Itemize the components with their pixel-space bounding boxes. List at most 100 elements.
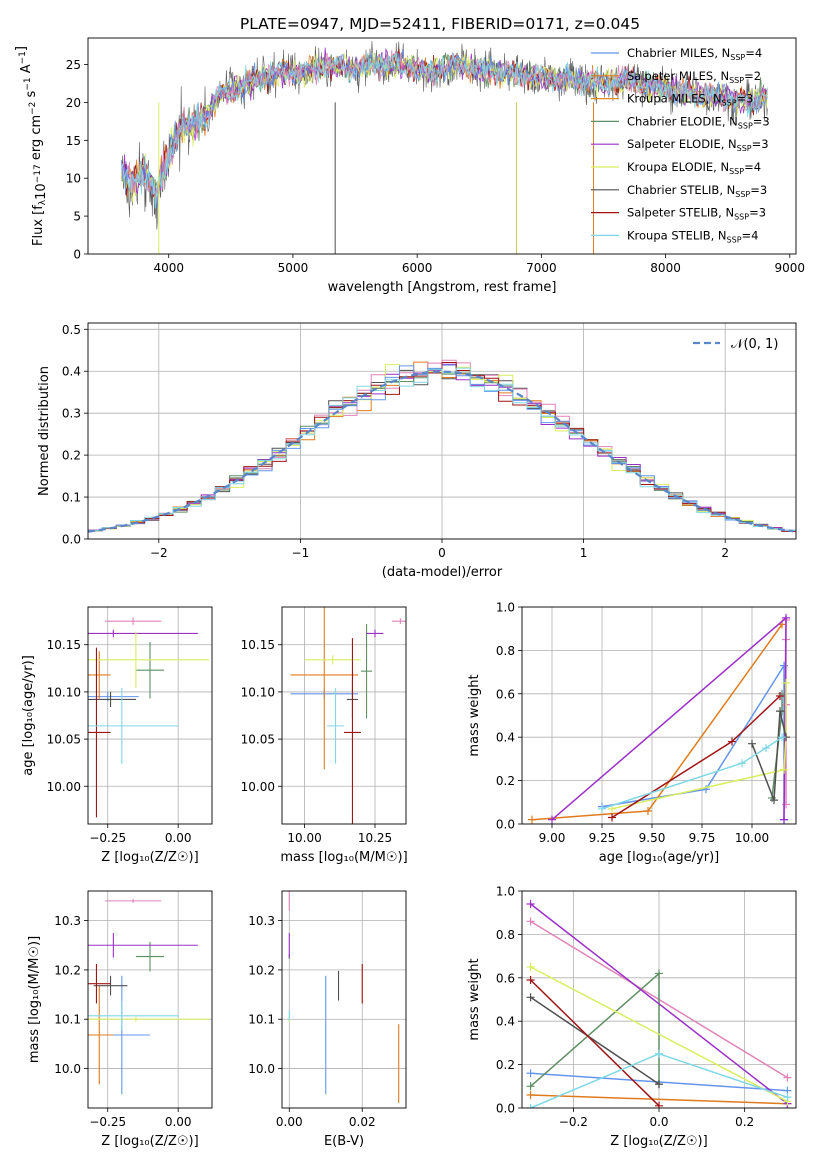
y-tick-label: 10.05 [241,733,275,747]
y-axis-label-part: −2 [28,102,38,115]
y-tick-label: 0.0 [496,1102,515,1116]
point-3 [135,941,165,972]
x-axis-label: Z [log₁₀(Z/Z☉)] [610,1134,707,1149]
panel-mass_vs_EBV: 0.00 0.02 10.0 10.1 10.2 10.3 E(B-V) [248,890,407,1149]
weight-marker [702,785,710,794]
x-tick-label: 5000 [278,261,309,275]
weight-marker [655,1049,663,1058]
plot-area [88,607,212,824]
weight-marker [526,975,535,984]
y-tick-label: 10.3 [248,914,275,928]
x-axis-label: E(B-V) [324,1134,364,1149]
weight-marker [655,969,663,978]
weight-series-6 [751,711,787,801]
point-7 [344,638,361,824]
point-4 [88,629,198,638]
x-tick-label: 0.02 [349,1115,376,1129]
legend-label-sub: SSP [722,99,737,108]
weight-marker [780,815,788,824]
panel-age_vs_mass: 10.00 10.25 10.00 10.05 10.10 10.15 mass [log₁… [241,606,408,865]
legend-label-sub: SSP [737,144,752,153]
y-tick-label: 0.2 [496,774,515,788]
weight-marker [782,678,790,687]
axes-frame [521,606,797,825]
weight-marker [528,815,536,824]
weight-marker [738,759,746,768]
weight-series-4 [530,903,788,1105]
panel-residuals: −2 −1 0 1 2 0.0 0.1 0.2 0.3 0.4 0.5 𝒩(0, 1) (data-mo… [37,322,797,580]
weight-marker [644,806,652,815]
axes-frame [281,606,407,825]
y-tick-label: 0.3 [62,407,81,421]
panel-weight_vs_age: 9.00 9.25 9.50 9.75 10.00 0.0 0.2 0.4 0.6 0.8 1.0 a… [467,601,797,865]
y-tick-label: 15 [66,134,81,148]
weight-series-5 [611,683,787,810]
legend-label: Chabrier STELIB, NSSP=3 [627,183,767,199]
weight-marker [728,737,736,746]
x-tick-label: 9.25 [589,831,616,845]
x-axis-label: (data-model)/error [382,565,503,580]
y-tick-label: 10.1 [54,1013,81,1027]
y-axis-label: Normed distribution [37,366,52,496]
point-4 [366,629,384,638]
y-axis-label-part: ] [14,46,29,51]
y-tick-label: 10.15 [241,638,275,652]
point-7 [88,647,111,818]
x-tick-label: 9.50 [639,831,666,845]
x-tick-label: 10.00 [735,831,769,845]
weight-marker [776,707,784,716]
x-tick-label: −0.25 [89,831,126,845]
legend-label-text: Salpeter ELODIE, N [627,137,737,151]
weight-marker [598,804,606,813]
y-tick-label: 10.00 [47,780,81,794]
y-tick-label: 10.05 [47,733,81,747]
x-tick-label: 9.75 [689,831,716,845]
legend-label-suffix: =3 [753,114,770,128]
y-tick-label: 10.15 [47,638,81,652]
axes-frame [521,890,797,1109]
x-tick-label: 10.00 [287,831,321,845]
axes-frame [87,37,797,255]
x-tick-label: 0.00 [165,1115,192,1129]
panel-spectrum: 4000 5000 6000 7000 8000 9000 0 5 10 15 20 25 wavele… [14,37,805,295]
weight-marker [780,661,788,670]
legend-label-suffix: =3 [750,183,767,197]
legend-label-sub: SSP [730,53,745,62]
point-6 [88,691,136,708]
legend-label-sub: SSP [734,213,749,222]
point-8 [88,688,179,764]
weight-marker [762,744,770,753]
weight-marker [526,962,535,971]
axes-frame [281,890,407,1109]
y-tick-label: 10.00 [241,780,275,794]
weight-series-3 [530,971,660,1087]
legend-label-text: Chabrier STELIB, N [627,183,735,197]
y-axis-label-part: −1 [23,77,33,90]
plot-area [282,891,406,1108]
x-axis-label: age [log₁₀(age/yr)] [599,850,720,865]
weight-marker [526,900,535,909]
y-tick-label: 1.0 [496,601,515,615]
point-6 [93,975,128,996]
x-axis-label: wavelength [Angstrom, rest frame] [328,280,557,295]
y-tick-label: 0.2 [62,449,81,463]
x-tick-label: 0.00 [276,1115,303,1129]
x-tick-label: −0.25 [89,1115,126,1129]
plot-area [88,891,212,1108]
point-5 [88,631,210,689]
y-axis-label-part: A [19,64,34,77]
weight-marker [770,796,778,805]
x-tick-label: 4000 [153,261,184,275]
x-tick-label: 7000 [526,261,557,275]
legend-label-text: Kroupa STELIB, N [627,228,727,242]
y-tick-label: 25 [66,58,81,72]
y-tick-label: 0.4 [496,1015,515,1029]
legend-label-sub: SSP [727,235,742,244]
y-axis-label-part: −1 [18,51,28,64]
y-tick-label: 20 [66,96,81,110]
y-axis-label-part: λ [38,199,48,205]
plot-area [88,323,796,539]
x-tick-label: 0.00 [165,831,192,845]
point-2 [104,898,162,903]
weight-marker [782,800,790,809]
